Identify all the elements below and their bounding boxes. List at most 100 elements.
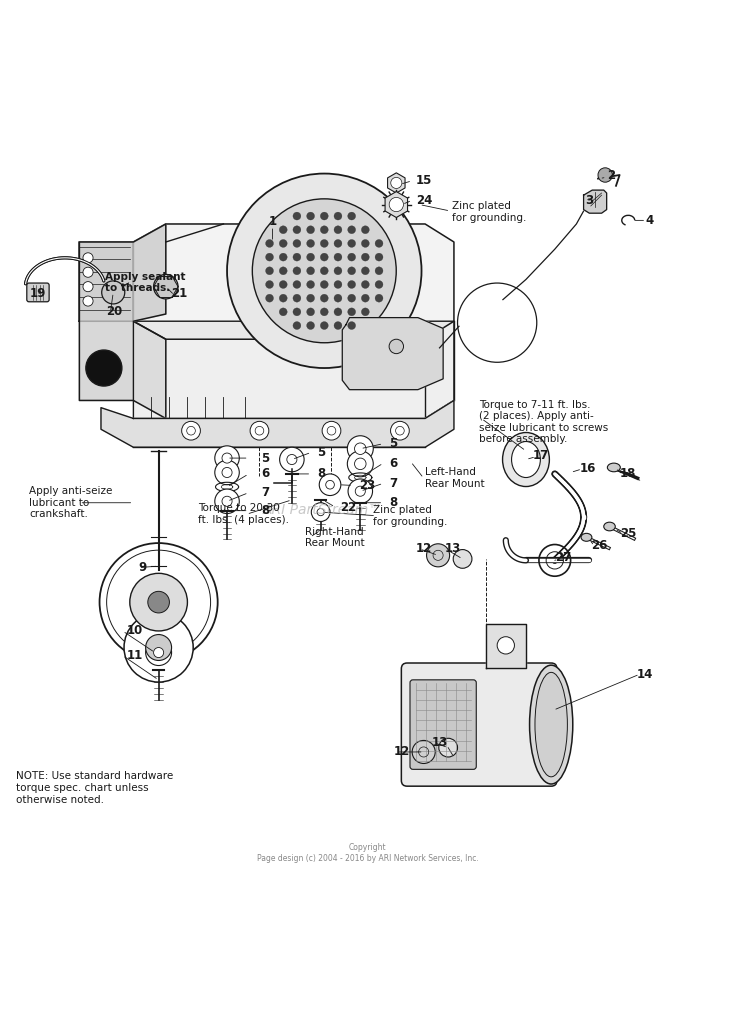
Text: 5: 5 bbox=[261, 452, 269, 465]
Text: Torque to 20-30
ft. lbs. (4 places).: Torque to 20-30 ft. lbs. (4 places). bbox=[198, 503, 290, 525]
Text: 20: 20 bbox=[106, 305, 122, 318]
Circle shape bbox=[389, 197, 404, 212]
Circle shape bbox=[320, 321, 329, 330]
Circle shape bbox=[348, 435, 373, 462]
Circle shape bbox=[598, 168, 612, 182]
Circle shape bbox=[293, 266, 301, 275]
Circle shape bbox=[279, 447, 304, 472]
Circle shape bbox=[148, 591, 169, 613]
Circle shape bbox=[375, 239, 383, 247]
Text: 7: 7 bbox=[389, 477, 397, 490]
Circle shape bbox=[83, 282, 93, 292]
Circle shape bbox=[320, 308, 329, 316]
Ellipse shape bbox=[607, 463, 620, 472]
Text: 1: 1 bbox=[268, 216, 276, 229]
Polygon shape bbox=[101, 401, 454, 447]
Circle shape bbox=[334, 281, 342, 289]
Text: 8: 8 bbox=[389, 496, 398, 510]
Circle shape bbox=[306, 294, 315, 302]
Text: Right-Hand
Rear Mount: Right-Hand Rear Mount bbox=[305, 527, 365, 548]
Text: 24: 24 bbox=[416, 193, 432, 206]
Circle shape bbox=[326, 480, 334, 489]
Text: 12: 12 bbox=[415, 542, 431, 555]
Circle shape bbox=[362, 253, 369, 261]
Circle shape bbox=[334, 213, 342, 220]
Polygon shape bbox=[133, 321, 454, 418]
Circle shape bbox=[322, 421, 341, 440]
Ellipse shape bbox=[503, 432, 549, 486]
Circle shape bbox=[306, 308, 315, 316]
Polygon shape bbox=[584, 190, 606, 214]
Circle shape bbox=[334, 308, 342, 316]
Text: 26: 26 bbox=[591, 539, 608, 552]
Circle shape bbox=[279, 294, 287, 302]
Circle shape bbox=[497, 637, 514, 654]
Circle shape bbox=[83, 253, 93, 262]
Circle shape bbox=[146, 640, 171, 665]
Circle shape bbox=[362, 281, 369, 289]
Circle shape bbox=[348, 239, 356, 247]
Circle shape bbox=[265, 266, 273, 275]
Circle shape bbox=[348, 253, 356, 261]
Text: 14: 14 bbox=[637, 668, 653, 680]
Circle shape bbox=[265, 281, 273, 289]
Polygon shape bbox=[79, 242, 133, 321]
Circle shape bbox=[362, 226, 369, 234]
Text: 11: 11 bbox=[126, 649, 143, 662]
Circle shape bbox=[293, 308, 301, 316]
Circle shape bbox=[287, 455, 297, 465]
Circle shape bbox=[319, 474, 341, 495]
Circle shape bbox=[348, 308, 356, 316]
Circle shape bbox=[279, 308, 287, 316]
Ellipse shape bbox=[603, 522, 615, 531]
Circle shape bbox=[293, 226, 301, 234]
Circle shape bbox=[293, 321, 301, 330]
Polygon shape bbox=[343, 317, 443, 390]
Circle shape bbox=[320, 253, 329, 261]
Circle shape bbox=[389, 340, 404, 354]
Text: 23: 23 bbox=[359, 479, 375, 492]
Circle shape bbox=[348, 321, 356, 330]
Circle shape bbox=[279, 226, 287, 234]
Text: NOTE: Use standard hardware
torque spec. chart unless
otherwise noted.: NOTE: Use standard hardware torque spec.… bbox=[16, 771, 173, 804]
Circle shape bbox=[320, 226, 329, 234]
Text: 4: 4 bbox=[646, 214, 654, 227]
FancyBboxPatch shape bbox=[410, 679, 476, 769]
Circle shape bbox=[439, 738, 457, 757]
Circle shape bbox=[293, 281, 301, 289]
Polygon shape bbox=[79, 224, 166, 321]
Circle shape bbox=[334, 294, 342, 302]
Circle shape bbox=[348, 281, 356, 289]
Text: 8: 8 bbox=[261, 504, 269, 518]
Text: 19: 19 bbox=[29, 288, 46, 300]
FancyBboxPatch shape bbox=[401, 663, 557, 786]
Text: 13: 13 bbox=[445, 542, 461, 555]
Text: 7: 7 bbox=[261, 486, 269, 499]
Circle shape bbox=[317, 508, 324, 516]
Circle shape bbox=[348, 266, 356, 275]
Circle shape bbox=[83, 296, 93, 306]
Circle shape bbox=[99, 543, 218, 661]
Circle shape bbox=[101, 281, 125, 304]
Text: 27: 27 bbox=[556, 551, 572, 564]
Circle shape bbox=[320, 281, 329, 289]
FancyBboxPatch shape bbox=[26, 283, 49, 302]
Circle shape bbox=[293, 294, 301, 302]
Text: 9: 9 bbox=[139, 561, 147, 574]
Text: 6: 6 bbox=[389, 457, 398, 470]
Circle shape bbox=[265, 253, 273, 261]
Text: 17: 17 bbox=[532, 448, 548, 462]
Text: 5: 5 bbox=[389, 437, 398, 451]
Circle shape bbox=[215, 489, 240, 514]
Circle shape bbox=[124, 613, 193, 682]
Circle shape bbox=[334, 321, 342, 330]
Polygon shape bbox=[487, 623, 526, 668]
Circle shape bbox=[334, 266, 342, 275]
Circle shape bbox=[354, 443, 366, 455]
Text: 22: 22 bbox=[340, 500, 356, 514]
Text: Zinc plated
for grounding.: Zinc plated for grounding. bbox=[453, 201, 527, 223]
Circle shape bbox=[312, 502, 330, 522]
Text: 5: 5 bbox=[317, 445, 326, 459]
Text: 25: 25 bbox=[620, 527, 637, 540]
Circle shape bbox=[453, 549, 472, 569]
